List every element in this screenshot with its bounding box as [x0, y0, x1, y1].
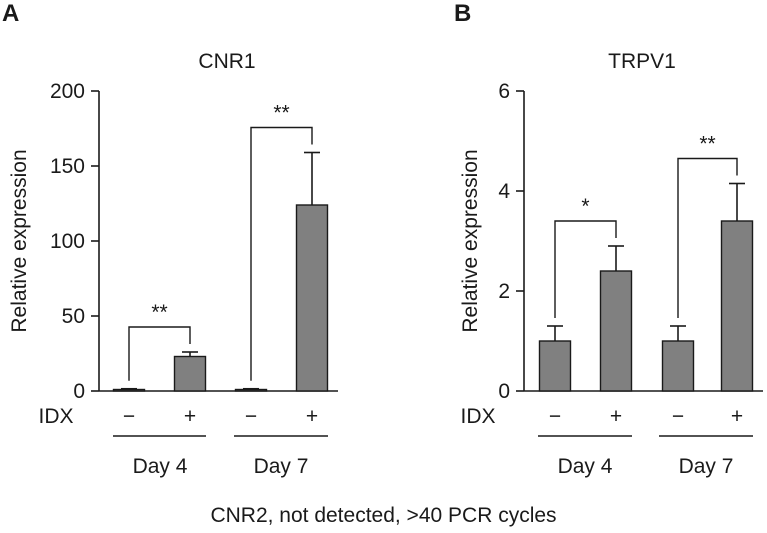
bar — [599, 270, 633, 392]
panel-label-a: A — [2, 0, 20, 27]
treatment-value: + — [731, 405, 743, 428]
treatment-value: − — [672, 405, 684, 428]
chart-cnr1: CNR1 0 50 100 150 200 Relative expression ** ** I… — [8, 50, 338, 478]
bar — [538, 340, 572, 392]
group-label: Day 4 — [558, 455, 613, 478]
panel-label-b: B — [454, 0, 472, 27]
y-tick-label: 2 — [498, 280, 510, 303]
treatment-value: − — [549, 405, 561, 428]
treatment-value: + — [306, 405, 318, 428]
y-tick-label: 200 — [50, 80, 85, 103]
significance-bracket — [250, 126, 313, 381]
chart-title: CNR1 — [198, 50, 255, 73]
significance-bracket — [677, 157, 738, 318]
treatment-label: IDX — [38, 405, 73, 428]
chart-title: TRPV1 — [608, 50, 676, 73]
y-tick-label: 100 — [50, 230, 85, 253]
y-tick-label: 0 — [498, 380, 510, 403]
bar — [295, 204, 329, 392]
y-axis-label: Relative expression — [459, 149, 482, 332]
treatment-value: + — [610, 405, 622, 428]
significance-label: * — [581, 195, 589, 218]
significance-label: ** — [273, 102, 289, 125]
treatment-value: − — [123, 405, 135, 428]
treatment-label: IDX — [460, 405, 495, 428]
bar — [661, 340, 695, 392]
treatment-value: − — [245, 405, 257, 428]
y-tick-label: 0 — [73, 380, 85, 403]
significance-label: ** — [151, 301, 167, 324]
bar — [720, 220, 754, 392]
treatment-value: + — [184, 405, 196, 428]
bar — [112, 388, 146, 392]
group-label: Day 7 — [254, 455, 309, 478]
bar — [173, 355, 207, 392]
y-tick-label: 50 — [62, 305, 85, 328]
bar — [234, 388, 268, 392]
significance-label: ** — [699, 133, 715, 156]
group-label: Day 7 — [679, 455, 734, 478]
significance-bracket — [128, 326, 191, 381]
y-tick-label: 6 — [498, 80, 510, 103]
footnote: CNR2, not detected, >40 PCR cycles — [210, 504, 557, 527]
significance-bracket — [554, 220, 617, 318]
y-tick-label: 4 — [498, 180, 510, 203]
y-axis-label: Relative expression — [8, 149, 31, 332]
y-tick-label: 150 — [50, 155, 85, 178]
group-label: Day 4 — [133, 455, 188, 478]
